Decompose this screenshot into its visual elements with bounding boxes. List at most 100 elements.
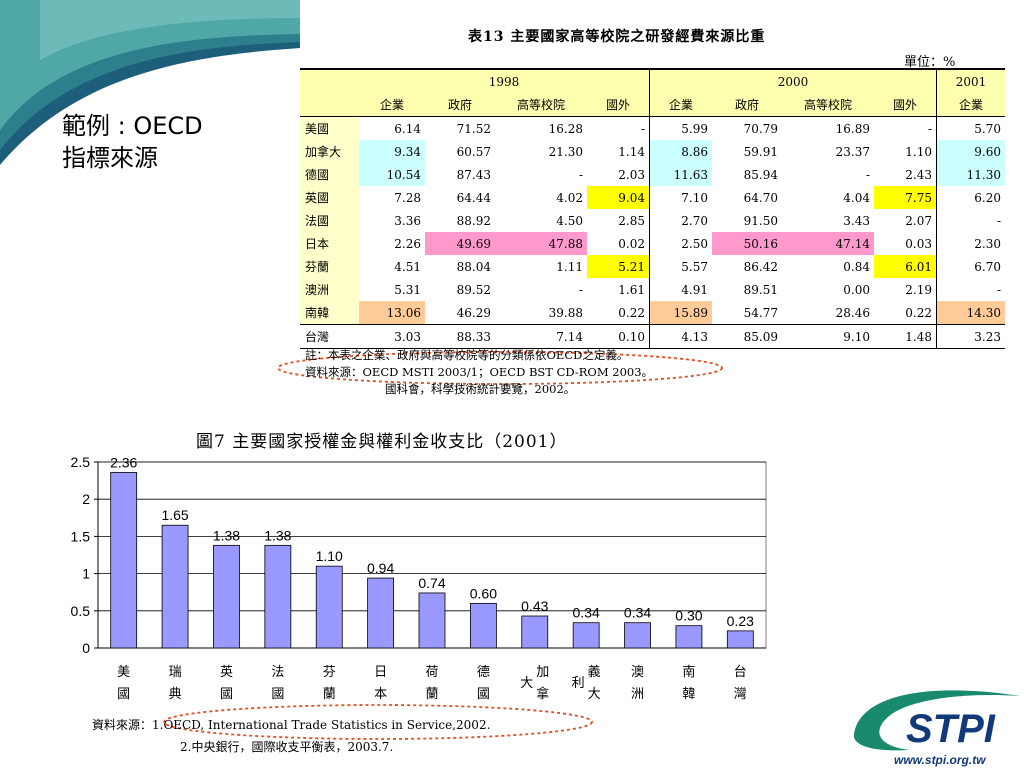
table-row: 法國 3.36 88.92 4.50 2.85 2.70 91.50 3.43 2.07-: [300, 209, 1005, 232]
bar: [264, 544, 292, 649]
bar: [367, 577, 395, 649]
table-cell: -: [927, 121, 932, 136]
table-cell: 10.54: [359, 163, 425, 186]
category-label: 芬: [323, 665, 336, 680]
country-cell: 法國: [300, 209, 359, 232]
table-cell: 4.13: [649, 324, 712, 349]
bar-value-label: 0.60: [470, 585, 497, 601]
table-cell: 6.14: [394, 121, 421, 136]
table-row: 台灣 3.03 88.33 7.14 0.10 4.13 85.09 9.10 1.48 3.23: [300, 324, 1005, 349]
stpi-logo: STPI www.stpi.org.tw: [853, 690, 1020, 767]
chart-title: 圖7 主要國家授權金與權利金收支比（2001）: [196, 432, 568, 452]
table-cell: 0.03: [905, 236, 932, 251]
table-cell: 0.00: [843, 282, 870, 297]
corner-cell: [300, 93, 359, 117]
y-tick-label: 2.5: [71, 454, 91, 470]
category-label: 台: [734, 665, 747, 680]
table-cell: 5.57: [649, 255, 712, 278]
country-cell: 南韓: [300, 301, 359, 325]
category-label: 英: [220, 665, 233, 680]
table-cell: 89.52: [456, 282, 491, 297]
country-cell: 日本: [300, 232, 359, 255]
table-cell: 9.04: [587, 186, 650, 209]
table-cell: 2.30: [936, 232, 1005, 255]
category-label: 蘭: [425, 686, 438, 702]
table-cell: 3.03: [359, 324, 425, 349]
table-unit: 單位：%: [904, 55, 956, 70]
table-cell: 7.28: [394, 190, 421, 205]
column-header: 企業: [649, 93, 712, 117]
bar: [624, 622, 651, 649]
table-cell: 5.99: [649, 116, 712, 140]
rd-funding-table: 1998 2000 2001 企業 政府 高等校院 國外 企業 政府 高等校院 國外 企業 美國 6.14…: [300, 68, 1005, 349]
table-cell: 3.43: [843, 213, 870, 228]
table-cell: 2.19: [905, 282, 932, 297]
table-cell: 64.70: [743, 190, 778, 205]
table-cell: 50.16: [712, 232, 782, 255]
table-cell: 64.44: [456, 190, 491, 205]
side-label-line-1: 範例 : OECD: [62, 112, 203, 140]
column-header: 政府: [425, 93, 495, 117]
table-cell: -: [578, 167, 583, 182]
table-cell: 2.43: [905, 167, 932, 182]
year-header: 1998: [359, 68, 650, 93]
table-cell: 87.43: [456, 167, 491, 182]
table-row: 澳洲 5.31 89.52-1.61 4.91 89.51 0.00 2.19-: [300, 278, 1005, 301]
table-cell: 1.61: [618, 282, 645, 297]
column-header-row: 企業 政府 高等校院 國外 企業 政府 高等校院 國外 企業: [300, 93, 1005, 117]
table-cell: 54.77: [712, 301, 782, 325]
table-cell: 88.04: [456, 259, 491, 274]
table-cell: 2.85: [618, 213, 645, 228]
bar: [675, 625, 703, 649]
table-cell: 2.26: [394, 236, 421, 251]
country-cell: 芬蘭: [300, 255, 359, 278]
category-label: 澳: [631, 664, 644, 680]
y-tick-label: 1: [82, 566, 90, 582]
table-cell: -: [936, 278, 1005, 301]
column-header: 高等校院: [782, 93, 874, 117]
table-row: 芬蘭 4.51 88.04 1.11 5.21 5.57 86.42 0.84 6.01 6.70: [300, 255, 1005, 278]
table-cell: 39.88: [495, 301, 587, 325]
table-cell: 1.48: [874, 324, 937, 349]
bar-value-label: 0.34: [573, 605, 600, 621]
country-cell: 台灣: [300, 324, 359, 349]
table-cell: 8.86: [649, 140, 712, 163]
logo-url: www.stpi.org.tw: [894, 753, 986, 767]
bar-value-label: 0.43: [521, 598, 548, 614]
y-tick-label: 0.5: [71, 603, 91, 619]
table-cell: 15.89: [649, 301, 712, 325]
column-header: 企業: [359, 93, 425, 117]
table-cell: 0.84: [843, 259, 870, 274]
side-label: 範例 : OECD 指標來源: [62, 110, 203, 174]
table-cell: 3.23: [936, 324, 1005, 349]
table-cell: 7.14: [495, 324, 587, 349]
category-label: 美: [117, 665, 130, 680]
bar-value-label: 2.36: [110, 454, 137, 470]
column-header: 政府: [712, 93, 782, 117]
table-cell: 59.91: [743, 144, 778, 159]
side-label-line-2: 指標來源: [62, 144, 158, 172]
table-cell: -: [640, 121, 645, 136]
bar: [315, 565, 343, 649]
bar: [161, 524, 189, 649]
category-label: 義: [588, 664, 601, 680]
table-cell: 1.11: [556, 259, 583, 274]
table-cell: 70.79: [743, 121, 778, 136]
table-cell: 60.57: [456, 144, 491, 159]
category-label: 國: [271, 687, 284, 702]
table-cell: 85.09: [712, 324, 782, 349]
table-cell: 2.50: [649, 232, 712, 255]
country-cell: 加拿大: [300, 140, 359, 163]
table-cell: 5.31: [394, 282, 421, 297]
table-cell: 5.70: [936, 116, 1005, 140]
table-cell: -: [936, 209, 1005, 232]
bar-value-label: 0.74: [418, 575, 445, 591]
category-label: 德: [477, 665, 490, 680]
table-cell: 16.89: [835, 121, 870, 136]
y-tick-label: 1.5: [71, 528, 91, 544]
chart-source-1: 資料來源：1.OECD, International Trade Statist…: [92, 718, 491, 732]
chart-source-2: 2.中央銀行，國際收支平衡表，2003.7.: [180, 740, 394, 754]
table-cell: 16.28: [548, 121, 583, 136]
y-tick-label: 2: [82, 491, 90, 507]
